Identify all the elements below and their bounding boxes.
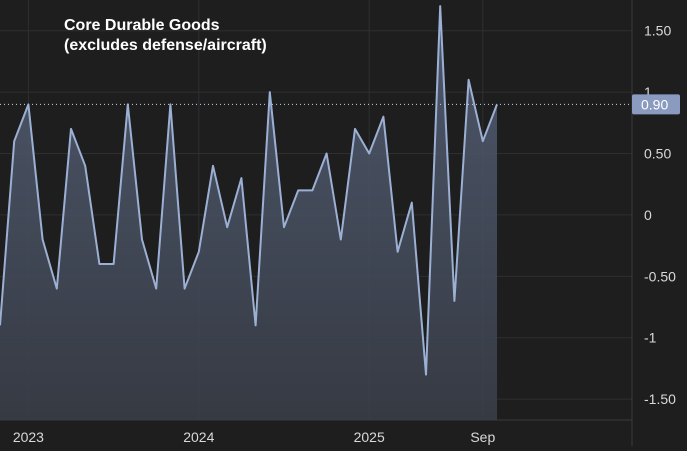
- y-axis: 1.50 1 0.50 0 -0.50 -1 -1.50: [644, 23, 676, 407]
- chart-title-line1: Core Durable Goods: [64, 17, 220, 34]
- last-value-badge: 0.90: [632, 94, 680, 115]
- series-line: [0, 5, 498, 376]
- y-tick-label: 0: [644, 207, 652, 223]
- x-tick-label: Sep: [470, 429, 495, 445]
- series-area: [0, 6, 497, 420]
- x-tick-label: 2024: [183, 429, 214, 445]
- x-axis: 2023 2024 2025 Sep: [13, 429, 496, 445]
- y-tick-label: -1: [644, 330, 657, 346]
- last-value-label: 0.90: [641, 96, 668, 112]
- y-tick-label: 1.50: [644, 23, 671, 39]
- y-tick-label: -1.50: [644, 391, 676, 407]
- x-tick-label: 2025: [354, 429, 385, 445]
- y-tick-label: 1: [644, 84, 652, 100]
- last-value-badge-bg: [632, 94, 680, 115]
- y-tick-label: 0.50: [644, 146, 671, 162]
- x-tick-label: 2023: [13, 429, 44, 445]
- chart-title: Core Durable Goods (excludes defense/air…: [64, 16, 267, 56]
- y-tick-label: -0.50: [644, 268, 676, 284]
- chart-title-line2: (excludes defense/aircraft): [64, 37, 267, 54]
